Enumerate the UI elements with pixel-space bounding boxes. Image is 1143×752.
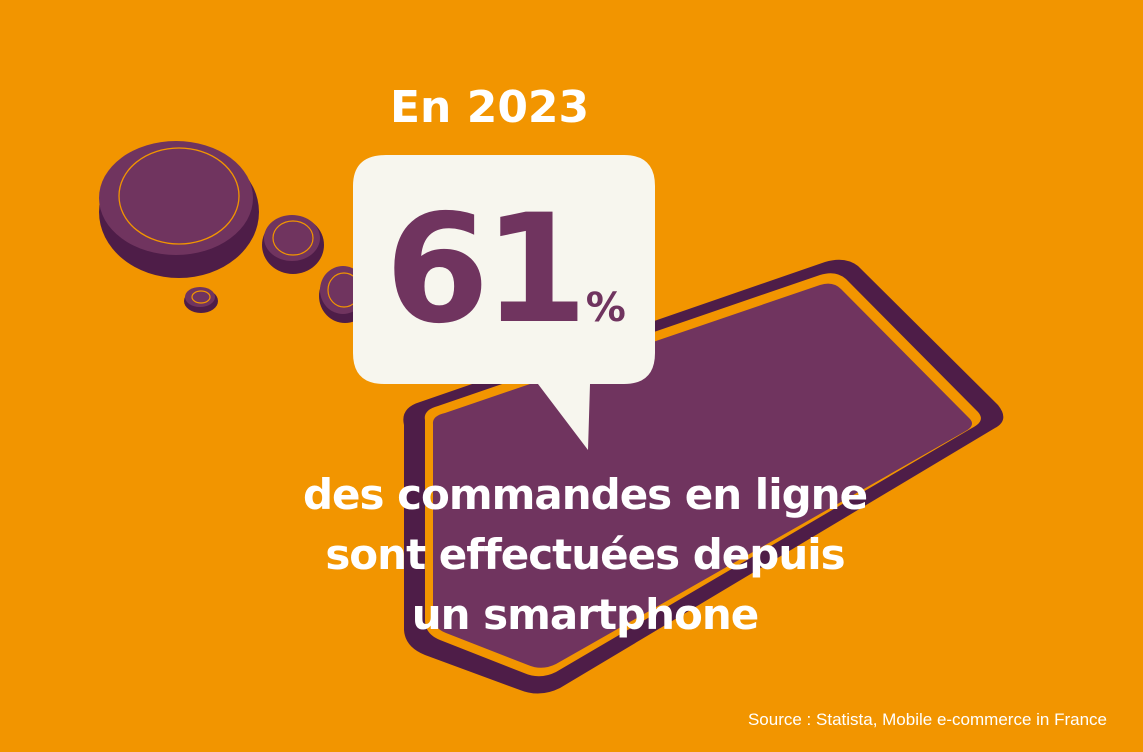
source-note: Source : Statista, Mobile e-commerce in … <box>747 710 1107 729</box>
speech-bubble <box>353 155 655 450</box>
year-label: En 2023 <box>390 82 590 133</box>
caption-line: des commandes en ligne <box>302 470 868 519</box>
thought-bubble-dots <box>99 141 371 323</box>
caption-line: sont effectuées depuis <box>325 530 845 579</box>
caption-line: un smartphone <box>411 590 760 639</box>
stat-figure: 61% <box>385 195 626 355</box>
stat-value: 61 <box>385 183 588 357</box>
caption: des commandes en ligne sont effectuées d… <box>220 465 950 645</box>
stat-unit: % <box>585 285 626 331</box>
